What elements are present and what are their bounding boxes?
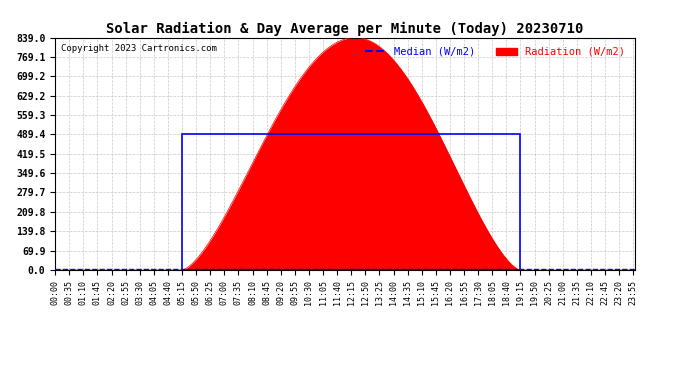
Title: Solar Radiation & Day Average per Minute (Today) 20230710: Solar Radiation & Day Average per Minute…: [106, 22, 584, 36]
Bar: [182, 134, 520, 270]
Text: Copyright 2023 Cartronics.com: Copyright 2023 Cartronics.com: [61, 45, 217, 54]
Legend: Median (W/m2), Radiation (W/m2): Median (W/m2), Radiation (W/m2): [361, 43, 629, 61]
